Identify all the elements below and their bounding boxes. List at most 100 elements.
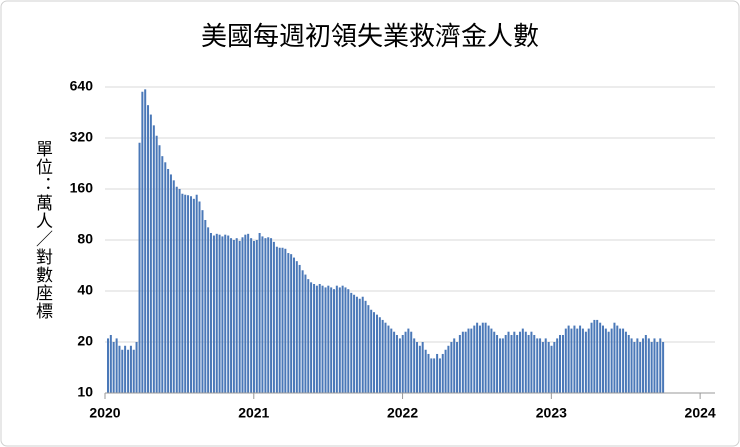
bar [127, 349, 130, 393]
bar [107, 338, 110, 393]
bar [267, 237, 270, 393]
bar [361, 296, 364, 393]
bar [438, 358, 441, 393]
bar [218, 234, 221, 393]
bar [590, 322, 593, 393]
bar [501, 338, 504, 393]
bar [358, 298, 361, 393]
bar [650, 342, 653, 393]
bar [556, 338, 559, 393]
x-tick-label: 2021 [238, 405, 269, 421]
x-tick-label: 2022 [387, 405, 418, 421]
bar [436, 353, 439, 393]
bar [201, 210, 204, 393]
y-tick-label: 640 [70, 78, 94, 94]
bar [544, 338, 547, 393]
bar [307, 279, 310, 393]
bar [301, 270, 304, 393]
bar [484, 322, 487, 393]
bar [581, 328, 584, 393]
bar [393, 331, 396, 393]
bar [152, 125, 155, 393]
bar [613, 322, 616, 393]
bar [416, 342, 419, 393]
bar [421, 342, 424, 393]
y-tick-label: 80 [77, 231, 93, 247]
bar [355, 296, 358, 393]
bar [275, 246, 278, 393]
bar [642, 338, 645, 393]
bar [209, 232, 212, 393]
bar [138, 142, 141, 393]
bar [178, 189, 181, 393]
bar [622, 328, 625, 393]
bar [541, 342, 544, 393]
bar [584, 331, 587, 393]
x-tick-label: 2020 [89, 405, 120, 421]
bar [181, 193, 184, 393]
bar [496, 334, 499, 393]
bar [129, 345, 132, 393]
bar [470, 328, 473, 393]
bar [338, 287, 341, 393]
bar [627, 334, 630, 393]
x-tick-label: 2024 [685, 405, 716, 421]
bar [172, 180, 175, 393]
bar [238, 240, 241, 393]
bar [115, 338, 118, 393]
bar [573, 325, 576, 393]
bar [281, 247, 284, 393]
bar [330, 287, 333, 393]
bar [524, 331, 527, 393]
bar [430, 358, 433, 393]
bar [413, 338, 416, 393]
bar [304, 274, 307, 393]
bar [404, 331, 407, 393]
bar [447, 345, 450, 393]
bar [464, 331, 467, 393]
bar [513, 331, 516, 393]
bar [250, 238, 253, 393]
bar [647, 338, 650, 393]
bar [499, 338, 502, 393]
bar [564, 328, 567, 393]
bar [507, 331, 510, 393]
bar [527, 334, 530, 393]
bar [433, 358, 436, 393]
bar [561, 334, 564, 393]
bar [235, 238, 238, 393]
bar [653, 338, 656, 393]
bar [161, 156, 164, 393]
bar [241, 237, 244, 393]
bar [353, 294, 356, 393]
bar [215, 233, 218, 393]
bar [576, 328, 579, 393]
bar [427, 353, 430, 393]
bar [504, 334, 507, 393]
bar [207, 227, 210, 393]
bar [481, 322, 484, 393]
bar [567, 325, 570, 393]
bar [487, 325, 490, 393]
bar [155, 135, 158, 393]
bar [164, 162, 167, 393]
bar [141, 91, 144, 393]
bar [593, 319, 596, 393]
bar [398, 338, 401, 393]
bar [158, 145, 161, 393]
bar [333, 289, 336, 393]
bar [493, 331, 496, 393]
bar [579, 325, 582, 393]
bar [364, 300, 367, 393]
bar [121, 349, 124, 393]
bar [252, 240, 255, 393]
bar [255, 240, 258, 393]
bar [335, 285, 338, 393]
bar [610, 328, 613, 393]
bar [467, 328, 470, 393]
bar [278, 247, 281, 393]
y-tick-label: 320 [70, 129, 94, 145]
bar [144, 89, 147, 393]
bar [390, 328, 393, 393]
bar [290, 254, 293, 393]
